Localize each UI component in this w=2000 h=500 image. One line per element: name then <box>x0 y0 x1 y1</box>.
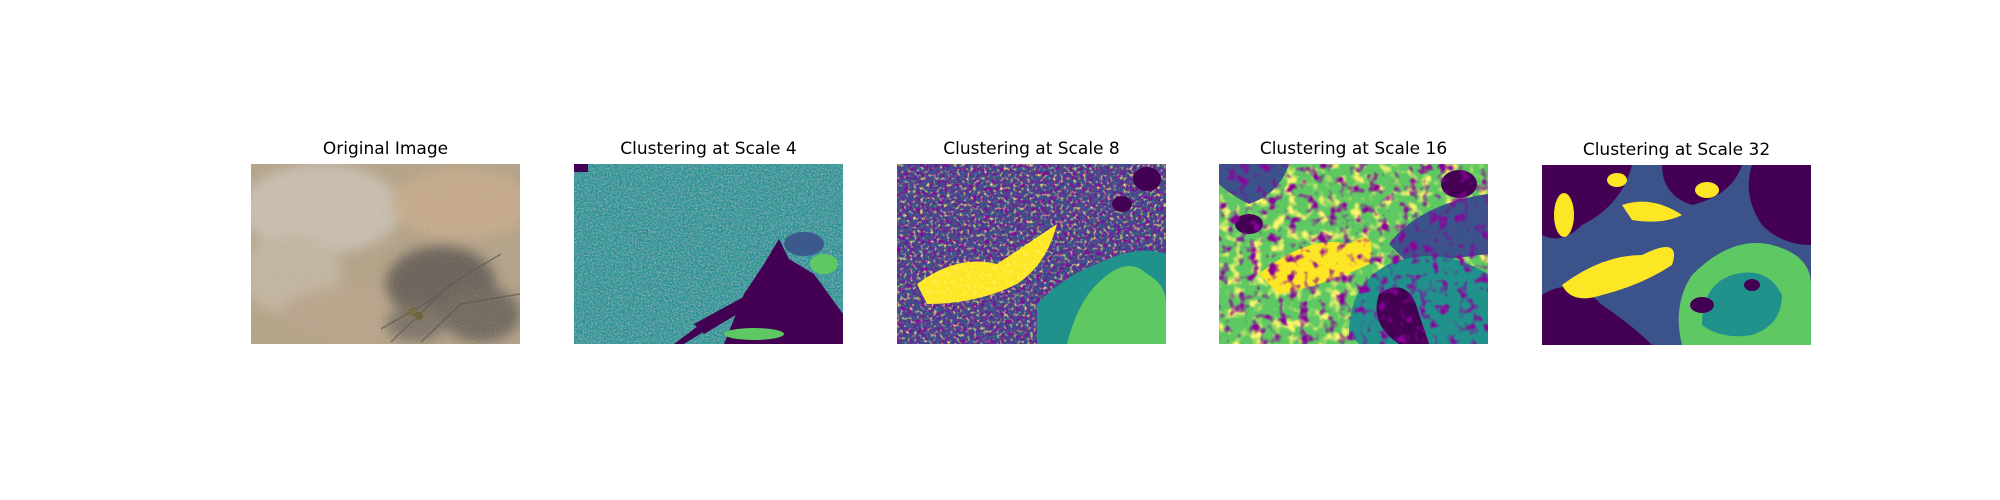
cluster-map-scale-8 <box>897 164 1166 344</box>
panel-title: Clustering at Scale 4 <box>574 139 843 159</box>
panel-title: Clustering at Scale 16 <box>1219 139 1488 159</box>
panel-title: Clustering at Scale 8 <box>897 139 1166 159</box>
cluster-map-scale-32 <box>1542 165 1811 345</box>
cluster-map-scale-4 <box>574 164 843 344</box>
panel-title: Clustering at Scale 32 <box>1542 140 1811 160</box>
panel-title: Original Image <box>251 139 520 159</box>
original-image <box>251 164 520 344</box>
cluster-map-scale-16 <box>1219 164 1488 344</box>
